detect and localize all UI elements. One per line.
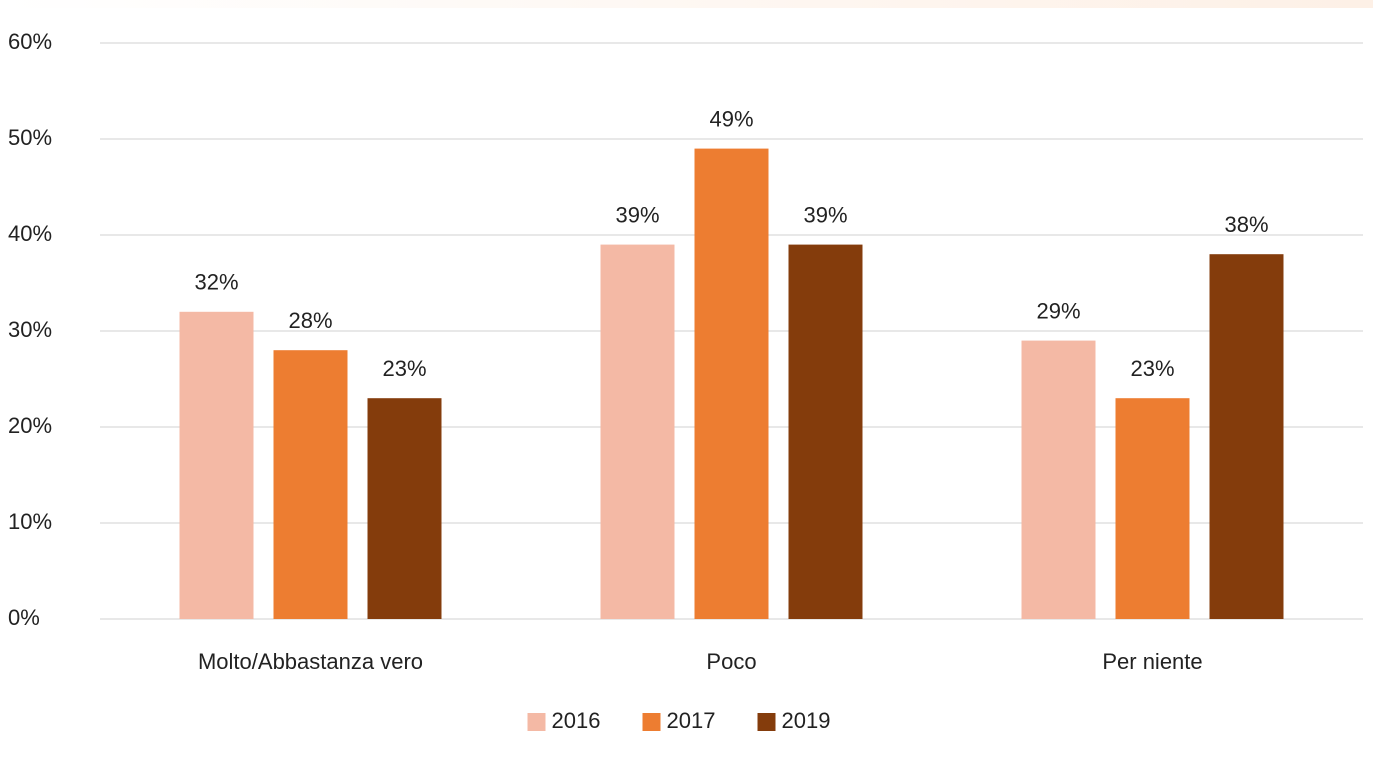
data-label: 23% (1130, 356, 1174, 381)
bar (1115, 398, 1190, 619)
data-label: 23% (382, 356, 426, 381)
legend-swatch (642, 713, 661, 731)
bar (1021, 340, 1096, 619)
data-label: 39% (803, 202, 847, 227)
y-tick-label: 30% (8, 317, 52, 342)
bar (367, 398, 442, 619)
bar (694, 148, 769, 619)
bar (179, 311, 254, 619)
top-strip (0, 0, 1373, 8)
legend-label: 2019 (782, 708, 831, 733)
legend-swatch (757, 713, 776, 731)
x-tick-label: Poco (706, 649, 756, 674)
data-label: 29% (1036, 298, 1080, 323)
legend-label: 2017 (667, 708, 716, 733)
legend-swatch (527, 713, 546, 731)
y-tick-label: 40% (8, 221, 52, 246)
data-label: 32% (194, 270, 238, 295)
bar (273, 350, 348, 619)
y-tick-label: 20% (8, 413, 52, 438)
bar (788, 244, 863, 619)
legend-label: 2016 (552, 708, 601, 733)
x-tick-label: Molto/Abbastanza vero (198, 649, 423, 674)
bar (1209, 254, 1284, 619)
data-label: 39% (615, 202, 659, 227)
y-tick-label: 10% (8, 509, 52, 534)
data-label: 49% (709, 106, 753, 131)
data-label: 28% (288, 308, 332, 333)
y-tick-label: 50% (8, 125, 52, 150)
y-tick-label: 60% (8, 29, 52, 54)
data-label: 38% (1224, 212, 1268, 237)
bar (600, 244, 675, 619)
x-tick-label: Per niente (1102, 649, 1202, 674)
y-tick-label: 0% (8, 605, 40, 630)
